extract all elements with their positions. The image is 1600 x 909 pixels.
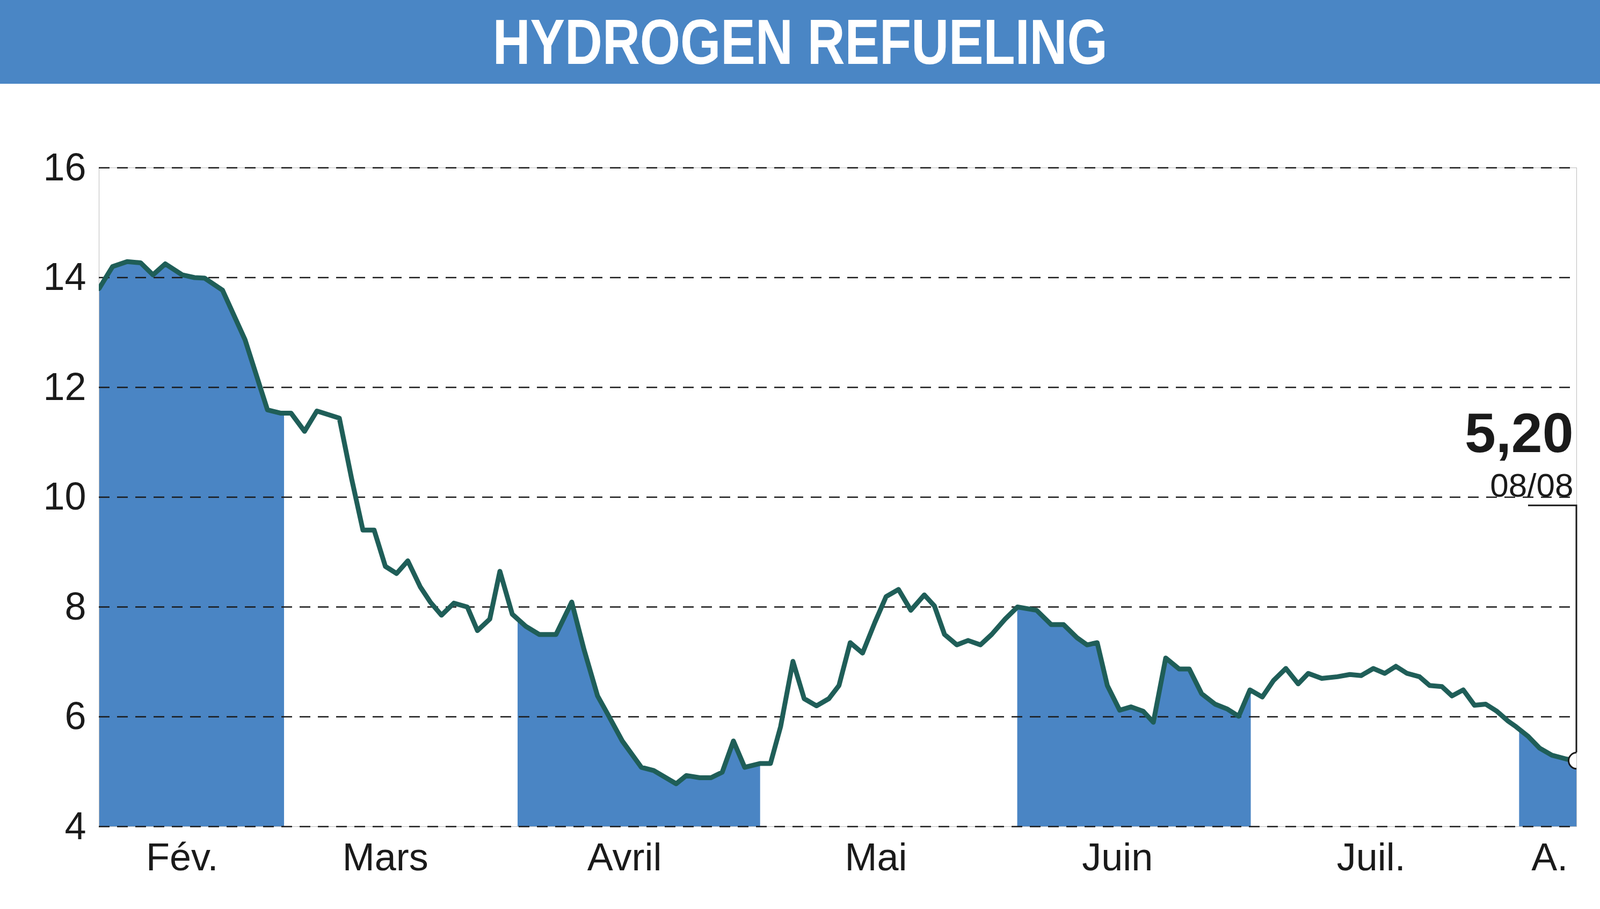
svg-text:12: 12 [42,365,86,409]
svg-text:Mars: Mars [342,835,429,879]
svg-text:4: 4 [64,804,86,848]
svg-text:Juil.: Juil. [1336,835,1406,879]
html-text:HYDROGEN REFUELING: HYDROGEN REFUELING [492,6,1108,78]
svg-text:5,20: 5,20 [1464,401,1574,464]
svg-text:6: 6 [64,694,86,738]
svg-text:Mai: Mai [845,835,908,879]
svg-text:Avril: Avril [587,835,663,879]
svg-text:A.: A. [1531,835,1568,879]
svg-text:8: 8 [64,584,86,628]
svg-text:14: 14 [42,255,86,298]
svg-text:Juin: Juin [1081,835,1153,879]
svg-text:10: 10 [42,474,86,518]
svg-text:16: 16 [42,145,86,189]
svg-text:08/08: 08/08 [1489,466,1574,504]
svg-text:Fév.: Fév. [146,835,219,879]
